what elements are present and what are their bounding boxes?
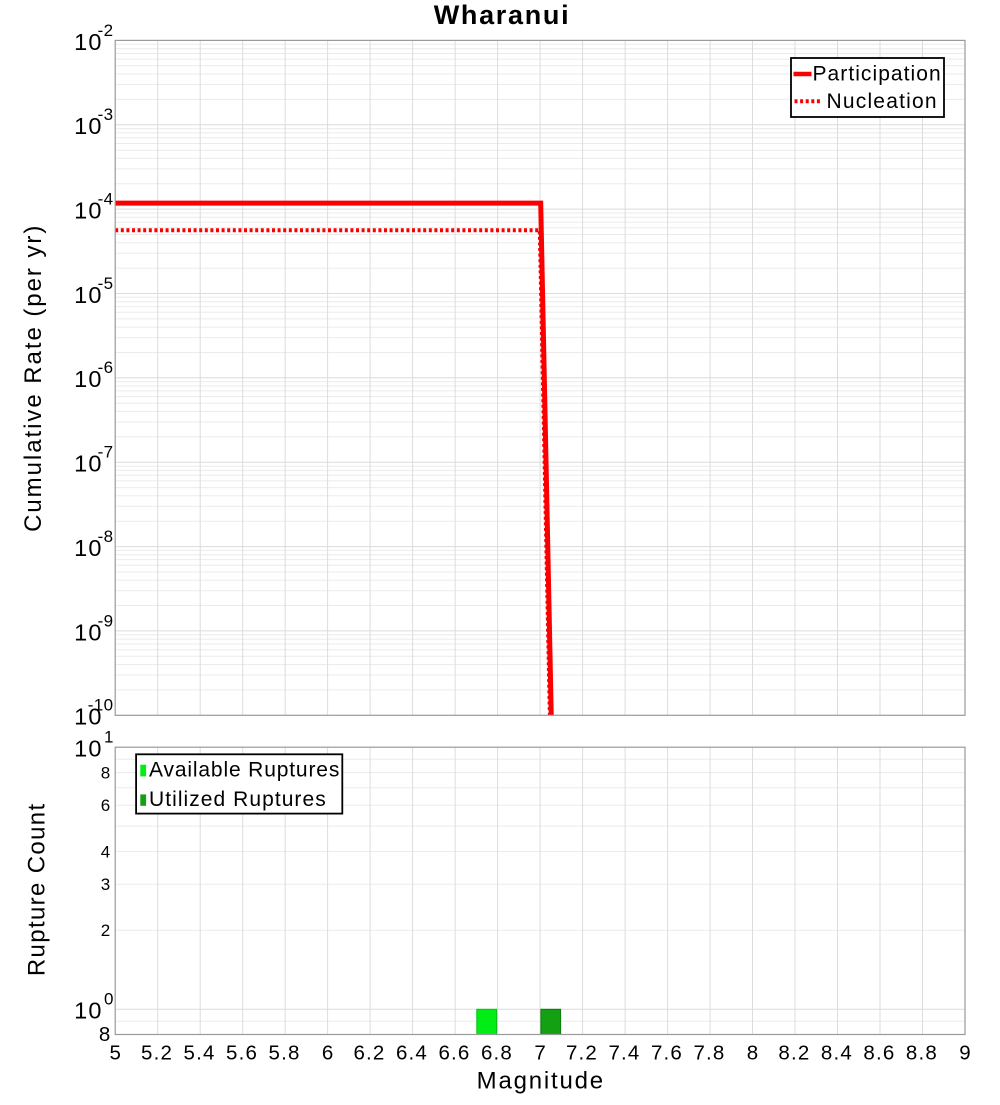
svg-text:-5: -5	[98, 274, 114, 293]
svg-text:4: 4	[101, 842, 110, 861]
svg-text:5.4: 5.4	[184, 1042, 216, 1065]
svg-text:-6: -6	[98, 358, 114, 377]
svg-text:7.6: 7.6	[651, 1042, 683, 1065]
svg-text:Participation: Participation	[813, 63, 942, 86]
svg-text:7: 7	[534, 1042, 545, 1065]
svg-text:1: 1	[104, 728, 113, 747]
svg-text:6: 6	[322, 1042, 333, 1065]
svg-text:8: 8	[99, 1023, 110, 1046]
svg-text:-2: -2	[98, 21, 114, 40]
svg-text:Utilized Ruptures: Utilized Ruptures	[149, 788, 327, 811]
svg-text:8.2: 8.2	[778, 1042, 810, 1065]
svg-text:-4: -4	[98, 190, 114, 209]
svg-text:8.8: 8.8	[906, 1042, 938, 1065]
svg-text:6.4: 6.4	[396, 1042, 428, 1065]
svg-text:-3: -3	[98, 105, 114, 124]
svg-text:Cumulative Rate (per yr): Cumulative Rate (per yr)	[20, 224, 47, 532]
svg-text:10: 10	[74, 619, 103, 645]
svg-text:8: 8	[747, 1042, 758, 1065]
svg-text:10: 10	[74, 998, 103, 1024]
svg-text:5.6: 5.6	[226, 1042, 258, 1065]
svg-text:7.8: 7.8	[693, 1042, 725, 1065]
svg-text:9: 9	[959, 1042, 970, 1065]
svg-text:-10: -10	[88, 696, 114, 715]
svg-text:Wharanui: Wharanui	[434, 0, 571, 30]
svg-text:10: 10	[74, 282, 103, 308]
svg-text:6.6: 6.6	[438, 1042, 470, 1065]
svg-text:10: 10	[74, 366, 103, 392]
svg-text:8: 8	[101, 764, 110, 783]
svg-text:10: 10	[74, 198, 103, 224]
svg-text:3: 3	[101, 875, 110, 894]
svg-text:10: 10	[74, 29, 103, 55]
svg-text:10: 10	[74, 704, 103, 730]
svg-text:-8: -8	[98, 527, 114, 546]
svg-text:10: 10	[74, 113, 103, 139]
svg-text:8.6: 8.6	[863, 1042, 895, 1065]
svg-text:7.4: 7.4	[608, 1042, 640, 1065]
svg-text:5: 5	[109, 1042, 120, 1065]
svg-text:5.2: 5.2	[141, 1042, 173, 1065]
svg-text:6: 6	[101, 796, 110, 815]
svg-text:0: 0	[104, 990, 113, 1009]
svg-text:7.2: 7.2	[566, 1042, 598, 1065]
svg-text:Available Ruptures: Available Ruptures	[149, 759, 340, 782]
svg-text:10: 10	[74, 736, 103, 762]
svg-text:2: 2	[101, 921, 110, 940]
svg-text:10: 10	[74, 535, 103, 561]
svg-text:10: 10	[74, 451, 103, 477]
svg-text:8.4: 8.4	[821, 1042, 853, 1065]
svg-text:5.8: 5.8	[269, 1042, 301, 1065]
svg-text:6.2: 6.2	[353, 1042, 385, 1065]
svg-text:Magnitude: Magnitude	[477, 1068, 605, 1095]
svg-text:Nucleation: Nucleation	[827, 90, 938, 113]
svg-text:6.8: 6.8	[481, 1042, 513, 1065]
svg-text:Rupture Count: Rupture Count	[23, 802, 50, 976]
svg-text:-7: -7	[98, 443, 114, 462]
svg-text:-9: -9	[98, 611, 114, 630]
